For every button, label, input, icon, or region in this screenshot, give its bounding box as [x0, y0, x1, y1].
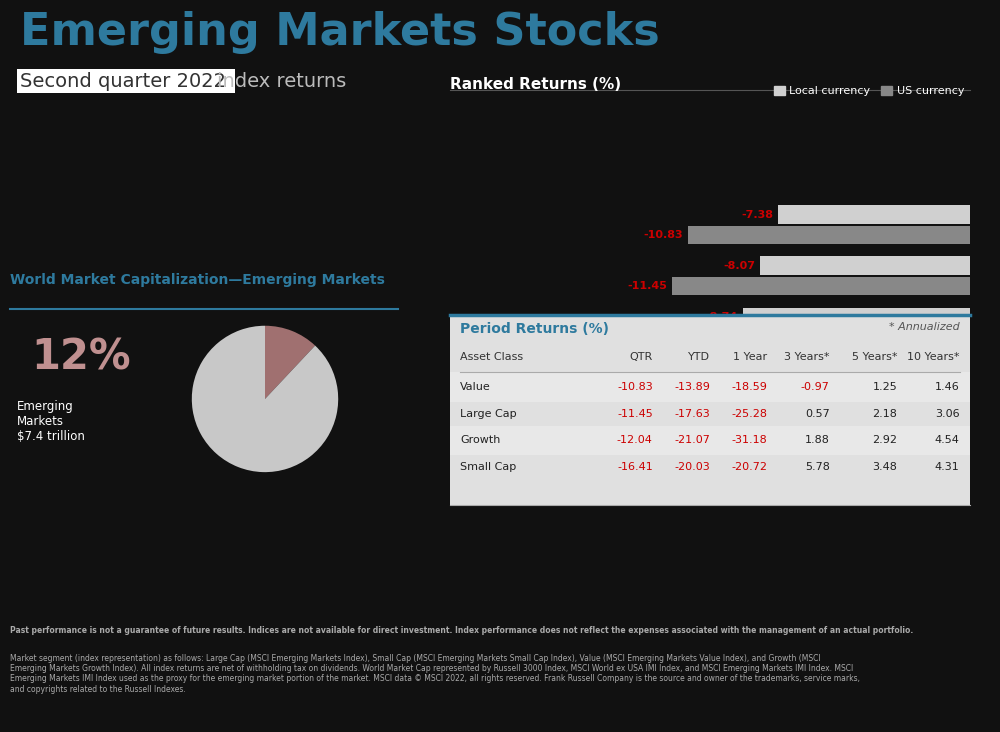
Bar — [657, 328, 970, 346]
Text: Value: Value — [460, 382, 491, 392]
Text: Second quarter 2022: Second quarter 2022 — [20, 72, 232, 91]
Wedge shape — [265, 326, 315, 399]
Text: Market segment (index representation) as follows: Large Cap (MSCI Emerging Marke: Market segment (index representation) as… — [10, 654, 860, 694]
Text: -18.59: -18.59 — [731, 382, 767, 392]
Text: 1.25: 1.25 — [872, 382, 897, 392]
Text: -20.72: -20.72 — [731, 462, 767, 472]
Text: -17.63: -17.63 — [674, 408, 710, 419]
Text: 3 Years*: 3 Years* — [784, 351, 830, 362]
Text: Ranked Returns (%): Ranked Returns (%) — [450, 78, 621, 92]
Text: 3.48: 3.48 — [872, 462, 897, 472]
Text: -12.04: -12.04 — [617, 436, 653, 445]
Text: 10 Years*: 10 Years* — [907, 351, 960, 362]
Text: -11.45: -11.45 — [617, 408, 653, 419]
Text: Growth: Growth — [460, 436, 501, 445]
Text: Period Returns (%): Period Returns (%) — [460, 322, 609, 337]
Text: 1.46: 1.46 — [935, 382, 960, 392]
Bar — [778, 206, 970, 224]
Legend: Local currency, US currency: Local currency, US currency — [774, 86, 964, 96]
Text: 4.54: 4.54 — [935, 436, 960, 445]
Text: QTR: QTR — [630, 351, 653, 362]
Text: -7.38: -7.38 — [741, 209, 773, 220]
Bar — [688, 226, 970, 244]
Bar — [650, 359, 970, 377]
Text: 5 Years*: 5 Years* — [852, 351, 897, 362]
Text: -0.97: -0.97 — [801, 382, 830, 392]
Text: Large Cap: Large Cap — [460, 408, 517, 419]
Text: -8.07: -8.07 — [723, 261, 755, 271]
Text: 4.31: 4.31 — [935, 462, 960, 472]
Bar — [672, 277, 970, 296]
Text: -31.18: -31.18 — [731, 436, 767, 445]
Text: -10.83: -10.83 — [617, 382, 653, 392]
Text: -11.45: -11.45 — [627, 281, 667, 291]
Text: YTD: YTD — [688, 351, 710, 362]
Text: 2.18: 2.18 — [872, 408, 897, 419]
Text: -16.41: -16.41 — [498, 384, 538, 393]
Text: Asset Class: Asset Class — [460, 351, 524, 362]
Text: -8.74: -8.74 — [705, 312, 738, 321]
Text: Emerging Markets Stocks: Emerging Markets Stocks — [20, 11, 660, 54]
Text: World Market Capitalization—Emerging Markets: World Market Capitalization—Emerging Mar… — [10, 273, 385, 287]
Text: -21.07: -21.07 — [674, 436, 710, 445]
Text: -12.30: -12.30 — [605, 362, 645, 373]
Text: Small Cap: Small Cap — [460, 462, 517, 472]
Text: -12.04: -12.04 — [612, 332, 652, 343]
Text: * Annualized: * Annualized — [889, 322, 960, 332]
Text: -25.28: -25.28 — [731, 408, 767, 419]
Text: 3.06: 3.06 — [935, 408, 960, 419]
Text: Past performance is not a guarantee of future results. Indices are not available: Past performance is not a guarantee of f… — [10, 626, 913, 635]
Bar — [450, 425, 970, 455]
Bar — [543, 379, 970, 397]
Text: -13.89: -13.89 — [674, 382, 710, 392]
Text: -20.03: -20.03 — [674, 462, 710, 472]
Bar — [743, 307, 970, 326]
Text: -16.41: -16.41 — [617, 462, 653, 472]
Text: 0.57: 0.57 — [805, 408, 830, 419]
Text: Emerging
Markets
$7.4 trillion: Emerging Markets $7.4 trillion — [17, 400, 85, 443]
Text: 5.78: 5.78 — [805, 462, 830, 472]
Bar — [450, 373, 970, 402]
Bar — [760, 256, 970, 274]
Text: -10.83: -10.83 — [644, 231, 683, 240]
Wedge shape — [192, 326, 338, 472]
Text: 1.88: 1.88 — [805, 436, 830, 445]
Text: 2.92: 2.92 — [872, 436, 897, 445]
Text: 1 Year: 1 Year — [733, 351, 767, 362]
Text: index returns: index returns — [217, 72, 346, 91]
Text: 12%: 12% — [31, 337, 131, 378]
